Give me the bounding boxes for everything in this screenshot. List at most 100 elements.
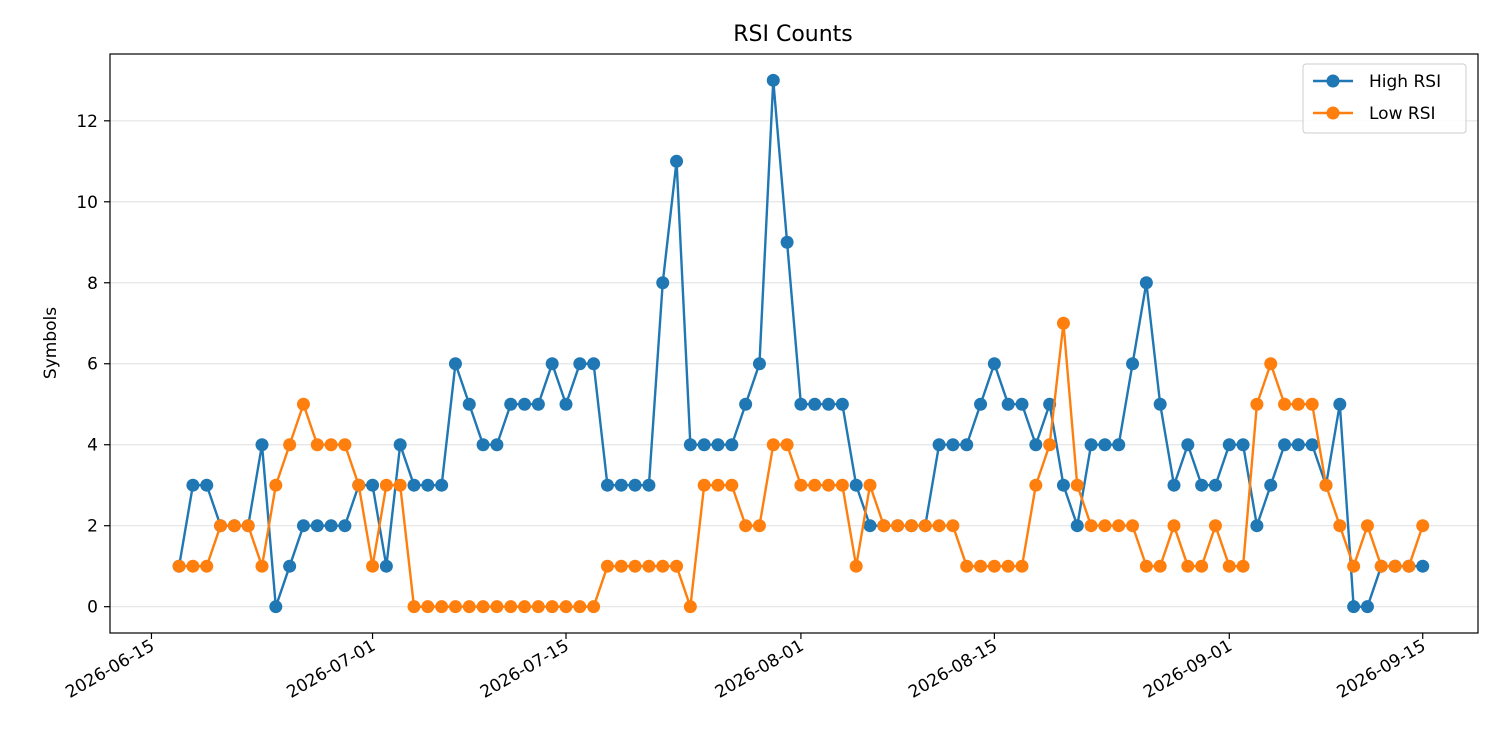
data-point-low-rsi <box>766 438 780 452</box>
data-point-low-rsi <box>518 600 532 614</box>
data-point-low-rsi <box>227 519 241 533</box>
chart-title: RSI Counts <box>733 22 853 47</box>
data-point-low-rsi <box>1360 519 1374 533</box>
data-point-high-rsi <box>1236 438 1250 452</box>
data-point-low-rsi <box>255 559 269 573</box>
y-axis: 0 2 4 6 8 10 12 <box>76 112 110 618</box>
data-point-high-rsi <box>794 397 808 411</box>
data-point-high-rsi <box>670 154 684 168</box>
data-point-low-rsi <box>739 519 753 533</box>
data-point-low-rsi <box>794 478 808 492</box>
data-point-high-rsi <box>1084 438 1098 452</box>
data-point-high-rsi <box>559 397 573 411</box>
data-point-high-rsi <box>1347 600 1361 614</box>
legend-marker-low-rsi <box>1326 106 1340 120</box>
data-point-high-rsi <box>628 478 642 492</box>
y-tick-label: 12 <box>76 112 98 132</box>
data-point-low-rsi <box>1402 559 1416 573</box>
data-point-high-rsi <box>766 73 780 87</box>
data-point-high-rsi <box>1015 397 1029 411</box>
data-point-low-rsi <box>918 519 932 533</box>
data-point-high-rsi <box>1305 438 1319 452</box>
data-point-high-rsi <box>1070 519 1084 533</box>
data-point-high-rsi <box>324 519 338 533</box>
data-point-low-rsi <box>1167 519 1181 533</box>
data-point-low-rsi <box>974 559 988 573</box>
data-point-low-rsi <box>808 478 822 492</box>
x-axis: 2026-06-15 2026-07-01 2026-07-15 2026-08-01… <box>62 633 1429 703</box>
data-point-low-rsi <box>531 600 545 614</box>
data-point-high-rsi <box>1264 478 1278 492</box>
data-point-high-rsi <box>600 478 614 492</box>
data-point-high-rsi <box>946 438 960 452</box>
data-point-low-rsi <box>366 559 380 573</box>
data-point-high-rsi <box>476 438 490 452</box>
y-tick-label: 0 <box>87 598 98 618</box>
y-tick-label: 6 <box>87 355 98 375</box>
data-point-low-rsi <box>296 397 310 411</box>
data-point-high-rsi <box>490 438 504 452</box>
data-point-low-rsi <box>1098 519 1112 533</box>
data-point-high-rsi <box>186 478 200 492</box>
data-point-high-rsi <box>614 478 628 492</box>
data-point-high-rsi <box>1112 438 1126 452</box>
data-point-low-rsi <box>711 478 725 492</box>
data-point-high-rsi <box>1153 397 1167 411</box>
series-line-low-rsi <box>179 322 1424 608</box>
data-point-low-rsi <box>1001 559 1015 573</box>
data-point-high-rsi <box>835 397 849 411</box>
series <box>172 73 1430 614</box>
data-point-low-rsi <box>490 600 504 614</box>
x-tick-label: 2026-07-01 <box>283 636 379 703</box>
data-point-high-rsi <box>1126 357 1140 371</box>
data-point-high-rsi <box>1222 438 1236 452</box>
data-point-high-rsi <box>642 478 656 492</box>
data-point-low-rsi <box>1250 397 1264 411</box>
data-point-low-rsi <box>1222 559 1236 573</box>
data-point-low-rsi <box>1181 559 1195 573</box>
data-point-high-rsi <box>974 397 988 411</box>
data-point-low-rsi <box>835 478 849 492</box>
data-point-low-rsi <box>1319 478 1333 492</box>
data-point-high-rsi <box>407 478 421 492</box>
series-low-rsi <box>172 316 1430 614</box>
data-point-low-rsi <box>1139 559 1153 573</box>
data-point-high-rsi <box>504 397 518 411</box>
data-point-high-rsi <box>379 559 393 573</box>
data-point-high-rsi <box>310 519 324 533</box>
data-point-low-rsi <box>932 519 946 533</box>
data-point-high-rsi <box>1291 438 1305 452</box>
data-point-low-rsi <box>987 559 1001 573</box>
data-point-low-rsi <box>559 600 573 614</box>
data-point-high-rsi <box>283 559 297 573</box>
data-point-low-rsi <box>1264 357 1278 371</box>
data-point-low-rsi <box>614 559 628 573</box>
data-point-low-rsi <box>642 559 656 573</box>
data-point-high-rsi <box>960 438 974 452</box>
x-tick-label: 2026-07-15 <box>477 636 573 703</box>
data-point-low-rsi <box>338 438 352 452</box>
data-point-low-rsi <box>310 438 324 452</box>
data-point-low-rsi <box>1153 559 1167 573</box>
data-point-low-rsi <box>849 559 863 573</box>
data-point-low-rsi <box>1084 519 1098 533</box>
data-point-high-rsi <box>656 276 670 290</box>
data-point-high-rsi <box>1181 438 1195 452</box>
x-tick-label: 2026-09-15 <box>1334 636 1430 703</box>
data-point-low-rsi <box>1015 559 1029 573</box>
data-point-low-rsi <box>1126 519 1140 533</box>
data-point-low-rsi <box>1070 478 1084 492</box>
data-point-high-rsi <box>462 397 476 411</box>
data-point-low-rsi <box>393 478 407 492</box>
data-point-low-rsi <box>1236 559 1250 573</box>
data-point-low-rsi <box>891 519 905 533</box>
data-point-high-rsi <box>1195 478 1209 492</box>
data-point-low-rsi <box>200 559 214 573</box>
data-point-high-rsi <box>1098 438 1112 452</box>
data-point-low-rsi <box>587 600 601 614</box>
data-point-high-rsi <box>255 438 269 452</box>
data-point-high-rsi <box>393 438 407 452</box>
data-point-high-rsi <box>1250 519 1264 533</box>
data-point-low-rsi <box>1056 316 1070 330</box>
